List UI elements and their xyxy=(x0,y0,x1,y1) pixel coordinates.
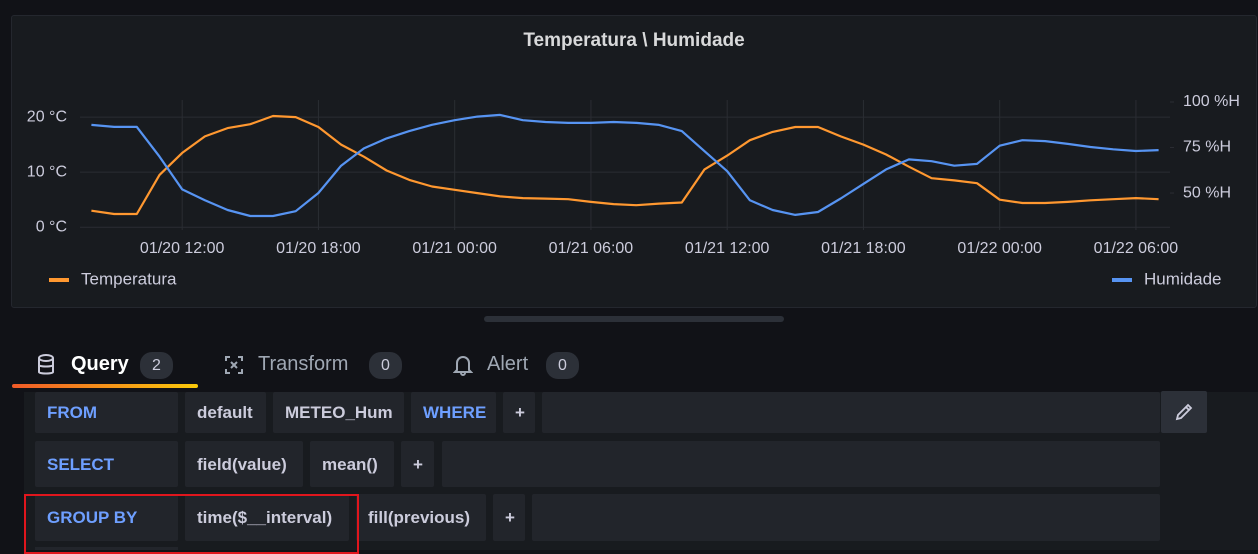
x-tick-label: 01/21 18:00 xyxy=(821,240,906,257)
x-tick-label: 01/21 00:00 xyxy=(412,240,497,257)
keyword: FROM xyxy=(35,392,178,433)
add-button[interactable]: + xyxy=(401,441,434,487)
query-part[interactable]: field(value) xyxy=(185,441,303,487)
tab-label[interactable]: Transform xyxy=(258,353,349,375)
keyword: WHERE xyxy=(411,392,496,433)
keyword: GROUP BY xyxy=(35,494,178,541)
tab-count: 0 xyxy=(546,352,579,379)
query-part[interactable]: time($__interval) xyxy=(185,494,349,541)
query-part[interactable]: default xyxy=(185,392,266,433)
keyword: SELECT xyxy=(35,441,178,487)
active-tab-underline xyxy=(12,384,198,388)
query-part[interactable]: METEO_Hum xyxy=(273,392,404,433)
tab-label[interactable]: Alert xyxy=(487,353,529,375)
x-tick-label: 01/22 00:00 xyxy=(957,240,1042,257)
y-tick-label: 0 °C xyxy=(36,218,67,235)
chart-title: Temperatura \ Humidade xyxy=(523,30,744,51)
series-line xyxy=(91,113,1159,218)
x-tick-label: 01/20 12:00 xyxy=(140,240,225,257)
legend-label: Humidade xyxy=(1144,269,1222,288)
transform-icon xyxy=(225,356,243,374)
tab-count: 0 xyxy=(369,352,402,379)
query-icon xyxy=(38,354,54,375)
x-tick-label: 01/21 12:00 xyxy=(685,240,770,257)
filler xyxy=(35,547,178,550)
y2-tick-label: 100 %H xyxy=(1183,93,1240,110)
alert-icon xyxy=(453,356,473,376)
query-part[interactable]: mean() xyxy=(310,441,394,487)
edit-button[interactable] xyxy=(1161,391,1207,433)
tab-count: 2 xyxy=(140,352,173,379)
tab-label[interactable]: Query xyxy=(71,353,129,375)
panel xyxy=(11,15,1257,308)
series-line xyxy=(91,114,1159,216)
filler xyxy=(542,392,1160,433)
chart: Temperatura \ Humidade 0 °C 10 °C 20 °C 50 … xyxy=(27,30,1240,288)
y2-tick-label: 50 %H xyxy=(1183,184,1231,201)
scrollbar[interactable] xyxy=(484,316,784,322)
y-tick-label: 20 °C xyxy=(27,108,67,125)
x-tick-label: 01/21 06:00 xyxy=(549,240,634,257)
y-tick-label: 10 °C xyxy=(27,163,67,180)
legend-label: Temperatura xyxy=(81,269,177,288)
pencil-icon xyxy=(1175,403,1193,421)
filler xyxy=(532,494,1160,541)
y2-tick-label: 75 %H xyxy=(1183,139,1231,156)
x-tick-label: 01/22 06:00 xyxy=(1094,240,1179,257)
x-tick-label: 01/20 18:00 xyxy=(276,240,361,257)
filler xyxy=(442,441,1160,487)
add-button[interactable]: + xyxy=(503,392,535,433)
query-part[interactable]: fill(previous) xyxy=(356,494,486,541)
highlight-box xyxy=(24,494,359,554)
add-button[interactable]: + xyxy=(493,494,525,541)
